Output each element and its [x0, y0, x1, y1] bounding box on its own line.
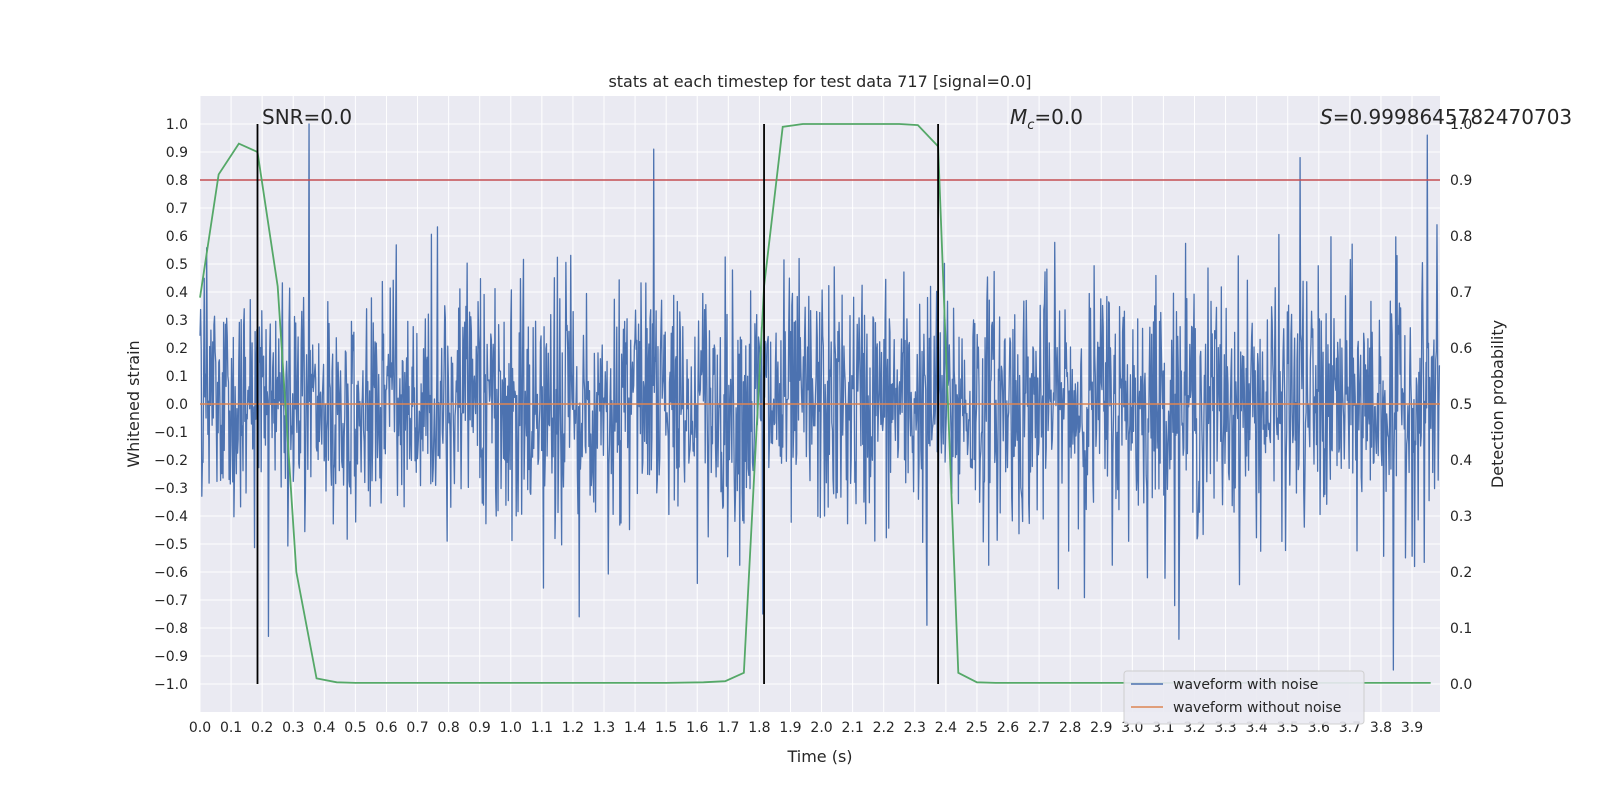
- y-tick-label: 0.5: [166, 257, 188, 273]
- y-tick-label: −0.1: [154, 425, 188, 441]
- y-tick-label: 0.7: [166, 201, 188, 217]
- legend-label-noise: waveform with noise: [1173, 677, 1318, 693]
- y-right-tick-label: 0.1: [1450, 621, 1472, 637]
- legend-label-clean: waveform without noise: [1173, 700, 1341, 716]
- snr-annotation: SNR=0.0: [262, 105, 352, 129]
- y-tick-label: 0.9: [166, 145, 188, 161]
- x-tick-label: 1.1: [531, 720, 553, 736]
- x-tick-label: 3.8: [1370, 720, 1392, 736]
- y-tick-label: 0.2: [166, 341, 188, 357]
- y-tick-label: 0.4: [166, 285, 188, 301]
- x-tick-label: 1.9: [779, 720, 801, 736]
- x-tick-label: 1.2: [562, 720, 584, 736]
- y-tick-label: −0.6: [154, 565, 188, 581]
- y-tick-label: 0.1: [166, 369, 188, 385]
- noise-trace: [199, 123, 1441, 671]
- x-tick-label: 1.0: [500, 720, 522, 736]
- x-tick-label: 1.3: [593, 720, 615, 736]
- x-tick-label: 1.6: [686, 720, 708, 736]
- s-symbol: S: [1320, 105, 1333, 129]
- y-right-tick-label: 0.8: [1450, 229, 1472, 245]
- y-tick-label: −1.0: [154, 677, 188, 693]
- y-tick-label: 0.6: [166, 229, 188, 245]
- x-tick-label: 2.0: [810, 720, 832, 736]
- y-right-tick-label: 0.6: [1450, 341, 1472, 357]
- x-tick-label: 0.5: [344, 720, 366, 736]
- x-tick-label: 2.8: [1059, 720, 1081, 736]
- x-tick-label: 0.2: [251, 720, 273, 736]
- y-right-tick-label: 0.5: [1450, 397, 1472, 413]
- y-tick-label: −0.9: [154, 649, 188, 665]
- legend: waveform with noise waveform without noi…: [1123, 670, 1365, 725]
- y-tick-label: −0.3: [154, 481, 188, 497]
- x-tick-label: 2.4: [935, 720, 957, 736]
- y-tick-label: 1.0: [166, 117, 188, 133]
- mc-subscript: c: [1027, 118, 1034, 133]
- y-right-tick-label: 0.7: [1450, 285, 1472, 301]
- series-waveform-with-noise: [199, 123, 1441, 671]
- x-tick-label: 1.5: [655, 720, 677, 736]
- y-tick-label: 0.3: [166, 313, 188, 329]
- x-tick-label: 2.9: [1090, 720, 1112, 736]
- x-tick-label: 0.7: [406, 720, 428, 736]
- y-tick-label: −0.7: [154, 593, 188, 609]
- x-tick-label: 1.8: [748, 720, 770, 736]
- y-tick-label: −0.4: [154, 509, 188, 525]
- x-tick-label: 0.1: [220, 720, 242, 736]
- x-tick-label: 0.6: [375, 720, 397, 736]
- y-right-tick-labels: 1.0 0.9 0.8 0.7 0.6 0.5 0.4 0.3 0.2 0.1 0.0: [1450, 117, 1472, 693]
- x-axis-label: Time (s): [786, 747, 852, 766]
- x-tick-label: 0.9: [469, 720, 491, 736]
- y-tick-label: 0.0: [166, 397, 188, 413]
- y-tick-label: 0.8: [166, 173, 188, 189]
- x-tick-label: 0.3: [282, 720, 304, 736]
- s-value: =0.9998645782470703: [1333, 105, 1572, 129]
- x-tick-label: 3.9: [1401, 720, 1423, 736]
- x-tick-label: 0.0: [189, 720, 211, 736]
- y-axis-label: Whitened strain: [124, 340, 143, 467]
- x-tick-label: 1.7: [717, 720, 739, 736]
- y-right-axis-label: Detection probability: [1488, 320, 1507, 488]
- x-tick-label: 2.6: [997, 720, 1019, 736]
- y-tick-label: −0.5: [154, 537, 188, 553]
- y-tick-label: −0.2: [154, 453, 188, 469]
- y-right-tick-label: 0.0: [1450, 677, 1472, 693]
- legend-box: [1123, 670, 1365, 725]
- y-right-tick-label: 1.0: [1450, 117, 1472, 133]
- mc-annotation: Mc=0.0: [1010, 105, 1083, 133]
- y-right-tick-label: 0.2: [1450, 565, 1472, 581]
- mc-symbol: M: [1010, 105, 1027, 129]
- x-tick-label: 1.4: [624, 720, 646, 736]
- x-tick-label: 2.3: [904, 720, 926, 736]
- vertical-markers: [256, 124, 939, 684]
- x-tick-label: 0.4: [313, 720, 335, 736]
- y-right-tick-label: 0.3: [1450, 509, 1472, 525]
- x-tick-label: 0.8: [437, 720, 459, 736]
- x-tick-label: 2.1: [841, 720, 863, 736]
- s-annotation: S=0.9998645782470703: [1320, 105, 1572, 129]
- y-right-tick-label: 0.4: [1450, 453, 1472, 469]
- x-tick-label: 2.7: [1028, 720, 1050, 736]
- chart-title: stats at each timestep for test data 717…: [608, 72, 1031, 91]
- x-tick-label: 2.2: [873, 720, 895, 736]
- x-tick-label: 2.5: [966, 720, 988, 736]
- y-tick-label: −0.8: [154, 621, 188, 637]
- y-tick-labels: 1.0 0.9 0.8 0.7 0.6 0.5 0.4 0.3 0.2 0.1 0.0 −0.1 −0.…: [154, 117, 188, 693]
- y-right-tick-label: 0.9: [1450, 173, 1472, 189]
- mc-value: =0.0: [1034, 105, 1083, 129]
